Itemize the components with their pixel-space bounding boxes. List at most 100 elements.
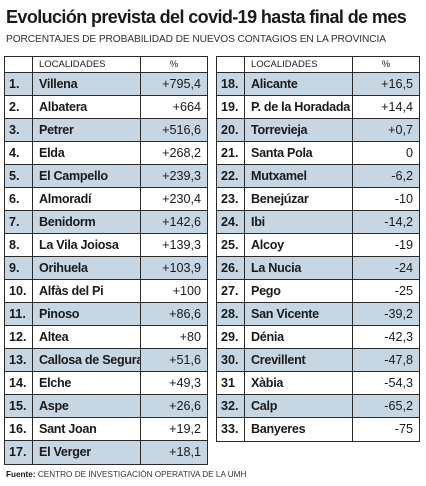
- header-rank-cell: [217, 57, 245, 72]
- rank-cell: 3.: [5, 119, 33, 141]
- percent-value: +516,6: [162, 123, 201, 137]
- table-row: 32. Calp -65,2: [217, 395, 419, 418]
- table-row: 26. La Nucia -24: [217, 257, 419, 280]
- rank-cell: 28.: [217, 303, 245, 325]
- header-percent: %: [381, 59, 391, 70]
- locality-name: Albatera: [33, 96, 141, 118]
- rank-cell: 10.: [5, 280, 33, 302]
- table-row: 20. Torrevieja +0,7: [217, 119, 419, 142]
- locality-name: Elche: [33, 372, 141, 394]
- table-row: 12. Altea +80: [5, 326, 207, 349]
- locality-name: El Campello: [33, 165, 141, 187]
- rank-cell: 21.: [217, 142, 245, 164]
- table-row: 11. Pinoso +86,6: [5, 303, 207, 326]
- table-row: 9. Orihuela +103,9: [5, 257, 207, 280]
- percent-value: +16,5: [381, 77, 413, 91]
- percent-value: +268,2: [162, 146, 201, 160]
- locality-name: Calp: [245, 395, 353, 417]
- table-row: 10. Alfàs del Pi +100: [5, 280, 207, 303]
- locality-name: Xàbia: [245, 372, 353, 394]
- locality-name: Sant Joan: [33, 418, 141, 440]
- table-row: 23. Benejúzar -10: [217, 188, 419, 211]
- percent-value: +142,6: [162, 215, 201, 229]
- rank-cell: 20.: [217, 119, 245, 141]
- percent-value: +239,3: [162, 169, 201, 183]
- locality-name: Alicante: [245, 73, 353, 95]
- rank-cell: 29.: [217, 326, 245, 348]
- percent-value: +664: [172, 100, 201, 114]
- locality-name: Ibi: [245, 211, 353, 233]
- locality-name: Dénia: [245, 326, 353, 348]
- rank-cell: 27.: [217, 280, 245, 302]
- percent-value: -19: [394, 238, 413, 252]
- header-rank-cell: [5, 57, 33, 72]
- percent-value: +49,3: [169, 376, 201, 390]
- rank-cell: 23.: [217, 188, 245, 210]
- percent-value: +80: [179, 330, 201, 344]
- source-note: Fuente: CENTRO DE INVESTIGACIÓN OPERATIV…: [6, 470, 246, 479]
- percent-value: -75: [394, 422, 413, 436]
- rank-cell: 11.: [5, 303, 33, 325]
- locality-name: San Vicente: [245, 303, 353, 325]
- rank-cell: 26.: [217, 257, 245, 279]
- percent-value: +86,6: [169, 307, 201, 321]
- locality-name: El Verger: [33, 441, 141, 464]
- percent-value: +139,3: [162, 238, 201, 252]
- percent-value: -47,8: [384, 353, 413, 367]
- percent-value: -25: [394, 284, 413, 298]
- table-row: 22. Mutxamel -6,2: [217, 165, 419, 188]
- percent-value: +230,4: [162, 192, 201, 206]
- table-row: 2. Albatera +664: [5, 96, 207, 119]
- locality-name: Callosa de Segura: [33, 349, 141, 371]
- locality-name: Almoradí: [33, 188, 141, 210]
- locality-name: Benejúzar: [245, 188, 353, 210]
- rank-cell: 19.: [217, 96, 245, 118]
- header-localidades: LOCALIDADES: [33, 57, 141, 72]
- rank-cell: 9.: [5, 257, 33, 279]
- locality-name: La Vila Joiosa: [33, 234, 141, 256]
- table-header: LOCALIDADES %: [217, 57, 419, 73]
- rank-cell: 7.: [5, 211, 33, 233]
- percent-value: -14,2: [384, 215, 413, 229]
- table-row: 5. El Campello +239,3: [5, 165, 207, 188]
- locality-name: Altea: [33, 326, 141, 348]
- locality-name: Orihuela: [33, 257, 141, 279]
- table-row: 31 Xàbia -54,3: [217, 372, 419, 395]
- rank-cell: 33.: [217, 418, 245, 441]
- table-row: 28. San Vicente -39,2: [217, 303, 419, 326]
- table-row: 25. Alcoy -19: [217, 234, 419, 257]
- percent-value: -39,2: [384, 307, 413, 321]
- rank-cell: 16.: [5, 418, 33, 440]
- table-row: 7. Benidorm +142,6: [5, 211, 207, 234]
- page-title: Evolución prevista del covid-19 hasta fi…: [6, 7, 407, 27]
- rank-cell: 24.: [217, 211, 245, 233]
- locality-name: Santa Pola: [245, 142, 353, 164]
- rank-cell: 1.: [5, 73, 33, 95]
- header-percent: %: [169, 59, 179, 70]
- percent-value: -54,3: [384, 376, 413, 390]
- locality-name: Elda: [33, 142, 141, 164]
- percent-value: +26,6: [169, 399, 201, 413]
- locality-name: Crevillent: [245, 349, 353, 371]
- rank-cell: 22.: [217, 165, 245, 187]
- table-row: 27. Pego -25: [217, 280, 419, 303]
- percent-value: 0: [405, 146, 413, 160]
- rank-cell: 8.: [5, 234, 33, 256]
- table-row: 15. Aspe +26,6: [5, 395, 207, 418]
- rank-cell: 32.: [217, 395, 245, 417]
- rank-cell: 17.: [5, 441, 33, 464]
- table-row: 29. Dénia -42,3: [217, 326, 419, 349]
- rank-cell: 12.: [5, 326, 33, 348]
- locality-name: La Nucia: [245, 257, 353, 279]
- table-row: 18. Alicante +16,5: [217, 73, 419, 96]
- rank-cell: 4.: [5, 142, 33, 164]
- locality-name: P. de la Horadada: [245, 96, 353, 118]
- tables-container: LOCALIDADES % 1. Villena +795,4 2. Albatera +…: [4, 56, 420, 466]
- locality-name: Petrer: [33, 119, 141, 141]
- table-row: 4. Elda +268,2: [5, 142, 207, 165]
- rank-cell: 18.: [217, 73, 245, 95]
- locality-name: Torrevieja: [245, 119, 353, 141]
- table-row: 3. Petrer +516,6: [5, 119, 207, 142]
- percent-value: -42,3: [384, 330, 413, 344]
- table-row: 17. El Verger +18,1: [5, 441, 207, 464]
